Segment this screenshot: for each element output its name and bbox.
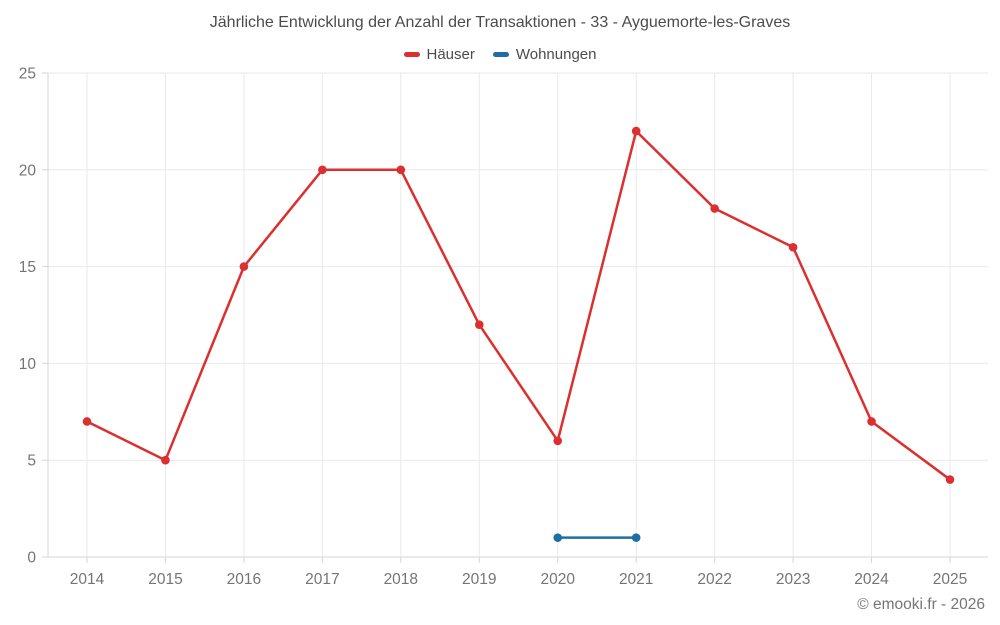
y-axis-label: 15 — [19, 259, 36, 276]
series-wohnungen — [553, 533, 641, 542]
y-axis-label: 20 — [19, 162, 37, 179]
chart-legend: Häuser Wohnungen — [0, 44, 1000, 64]
data-point — [318, 165, 327, 175]
x-axis-label: 2023 — [776, 571, 810, 588]
x-axis-label: 2014 — [70, 571, 105, 588]
chart-title: Jährliche Entwicklung der Anzahl der Tra… — [209, 14, 791, 31]
x-axis-label: 2025 — [933, 571, 967, 588]
series-h-user — [82, 126, 955, 484]
data-point — [631, 126, 641, 136]
x-axis-label: 2021 — [619, 571, 653, 588]
legend-swatch-icon — [403, 51, 420, 57]
x-axis-label: 2015 — [148, 571, 182, 588]
data-point — [867, 417, 876, 426]
legend-item-h-user[interactable]: Häuser — [403, 45, 475, 63]
x-axis-label: 2019 — [462, 571, 496, 588]
data-point — [239, 262, 249, 271]
data-point — [710, 204, 719, 213]
legend-item-wohnungen[interactable]: Wohnungen — [492, 45, 597, 63]
legend-label: Wohnungen — [515, 45, 597, 63]
legend-swatch-icon — [492, 51, 509, 57]
data-point — [553, 436, 563, 446]
copyright-footer: © emooki.fr - 2026 — [857, 596, 985, 613]
y-axis-label: 5 — [27, 453, 36, 470]
x-axis-label: 2022 — [697, 571, 731, 588]
x-axis-label: 2020 — [540, 571, 575, 588]
legend-label: Häuser — [426, 45, 475, 63]
data-point — [396, 165, 406, 175]
y-axis-label: 10 — [19, 356, 37, 373]
data-point — [82, 417, 92, 426]
x-axis-label: 2016 — [227, 571, 261, 588]
data-point — [553, 533, 563, 542]
data-point — [945, 475, 955, 484]
y-axis-label: 25 — [19, 66, 36, 83]
data-point — [474, 320, 484, 329]
data-point — [631, 533, 641, 542]
gridlines — [47, 72, 988, 558]
data-point — [161, 455, 170, 465]
x-axis-label: 2024 — [854, 571, 889, 588]
data-point — [788, 242, 798, 252]
x-axis-label: 2017 — [305, 571, 339, 588]
y-axis-label: 0 — [27, 550, 36, 567]
axis-ticks — [42, 72, 951, 563]
x-axis-label: 2018 — [384, 571, 418, 588]
